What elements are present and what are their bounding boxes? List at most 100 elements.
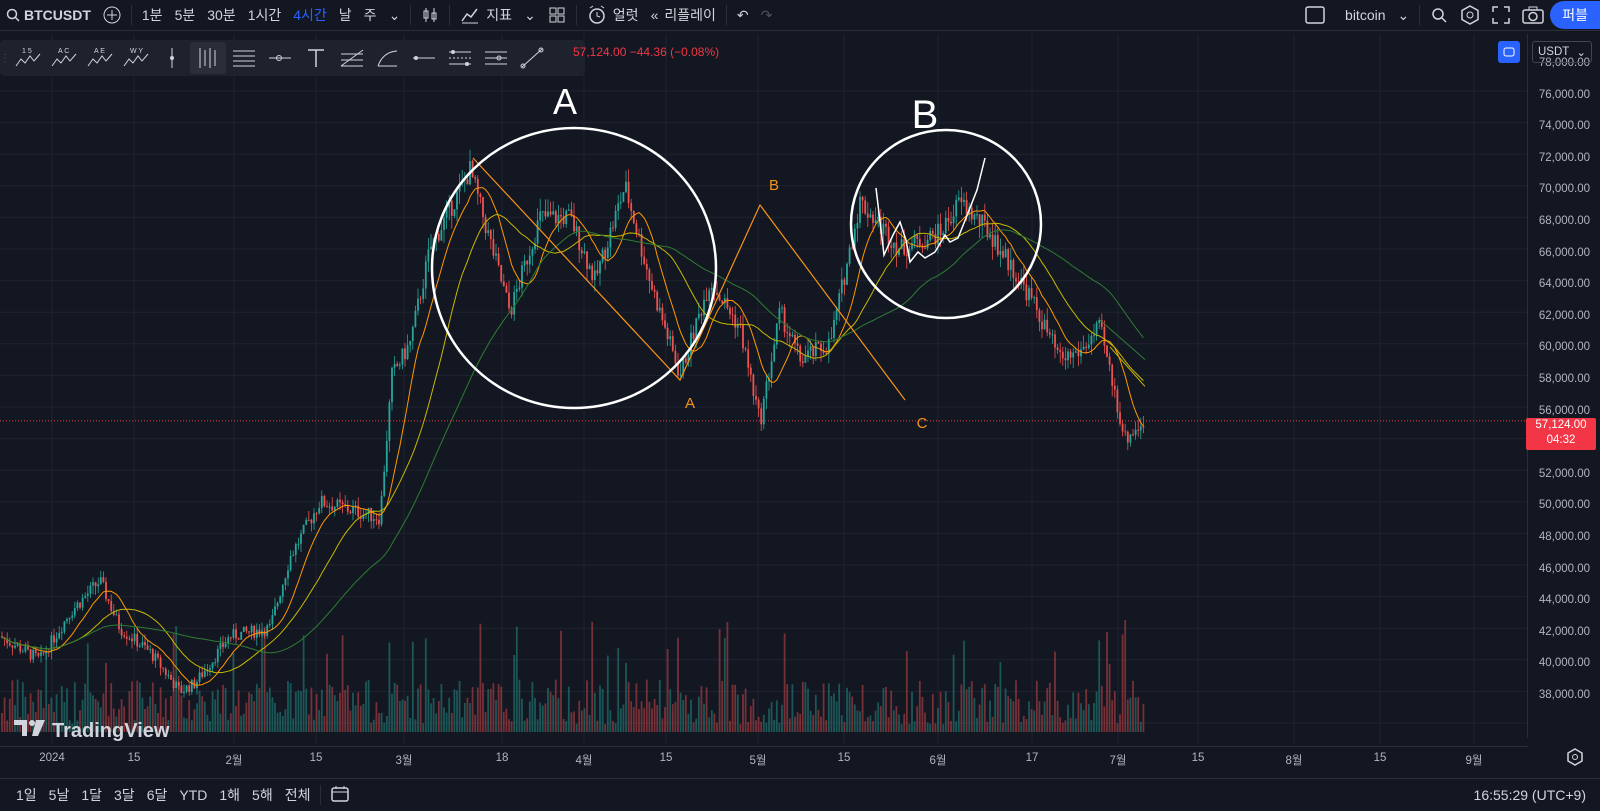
candle-body	[1015, 277, 1017, 282]
horizontal-ray-tool[interactable]	[262, 42, 298, 74]
volume-bar	[263, 626, 266, 732]
time-tick: 7월	[1109, 755, 1127, 767]
volume-bar	[1007, 696, 1010, 732]
volume-bar	[809, 710, 812, 732]
chart-settings-button[interactable]	[1566, 748, 1584, 769]
alert-button[interactable]: 얼럿	[581, 0, 645, 30]
interval-30m[interactable]: 30분	[207, 7, 236, 23]
candle-body	[1077, 351, 1080, 357]
volume-bar	[47, 704, 50, 732]
horizontal-lines-tool[interactable]	[226, 42, 262, 74]
volume-bar	[554, 679, 557, 732]
indicators-button[interactable]: 지표	[454, 0, 518, 30]
volume-bar	[604, 723, 607, 732]
volume-bar	[188, 700, 191, 732]
range-6m[interactable]: 6달	[146, 787, 168, 803]
volume-bar	[1080, 703, 1082, 732]
volume-bar	[851, 696, 854, 732]
price-chart[interactable]: A B C A B	[0, 34, 1528, 744]
wave-1-5-tool[interactable]: 1 5	[10, 42, 46, 74]
volume-bar	[814, 694, 817, 732]
volume-bar	[63, 702, 66, 732]
quick-search-button[interactable]	[1424, 0, 1454, 30]
snapshot-button[interactable]	[1516, 0, 1550, 30]
volume-bar	[107, 715, 110, 732]
interval-5m[interactable]: 5분	[174, 7, 196, 23]
price-tick: 74,000.00	[1538, 120, 1590, 133]
wave-wy-tool[interactable]: W Y	[118, 42, 154, 74]
settings-button[interactable]	[1454, 0, 1486, 30]
replay-button[interactable]: « 리플레이	[645, 0, 722, 30]
wave-abc-tool[interactable]: A C	[46, 42, 82, 74]
interval-week[interactable]: 주	[363, 7, 377, 23]
volume-bar	[289, 683, 292, 732]
trend-line-tool[interactable]	[514, 42, 550, 74]
volume-bar	[796, 712, 799, 732]
range-all[interactable]: 전체	[284, 787, 311, 803]
fib-tool[interactable]	[334, 42, 370, 74]
price-axis[interactable]: 78,000.00 76,000.00 74,000.00 72,000.00 70,0…	[1527, 34, 1600, 738]
range-1d[interactable]: 1일	[16, 787, 37, 803]
range-ytd[interactable]: YTD	[179, 787, 208, 803]
range-1m[interactable]: 1달	[81, 787, 103, 803]
interval-1h[interactable]: 1시간	[247, 7, 282, 23]
volume-bar	[986, 721, 989, 732]
range-tool[interactable]	[442, 42, 478, 74]
fullscreen-button[interactable]	[1486, 0, 1516, 30]
volume-bar	[791, 684, 794, 732]
interval-4h[interactable]: 4시간	[293, 7, 327, 23]
vertical-line-tool[interactable]	[154, 42, 190, 74]
drawings: A B C A B	[430, 81, 1043, 432]
candle-body	[430, 246, 432, 250]
volume-bar	[526, 718, 529, 732]
wave-ae-tool[interactable]: A E	[82, 42, 118, 74]
clock[interactable]: 16:55:29 (UTC+9)	[1473, 787, 1586, 803]
interval-day[interactable]: 날	[338, 7, 352, 23]
range-5d[interactable]: 5날	[48, 787, 70, 803]
drag-handle-icon[interactable]: ⋮	[0, 52, 10, 64]
goto-date-button[interactable]	[325, 785, 357, 806]
publish-button[interactable]: 퍼블	[1550, 1, 1600, 29]
layout-name[interactable]: bitcoin	[1345, 7, 1386, 23]
currency-selector[interactable]: USDT ⌄	[1532, 41, 1592, 63]
text-tool[interactable]	[298, 42, 334, 74]
candle-body	[63, 621, 66, 632]
candle-body	[1124, 431, 1127, 433]
layouts-button[interactable]	[542, 0, 572, 30]
candle-body	[326, 506, 328, 508]
volume-bar	[617, 647, 620, 732]
handwritten-w-pattern	[875, 157, 986, 264]
candle-body	[874, 220, 877, 223]
candle-body	[1074, 351, 1077, 353]
arc-tool[interactable]	[370, 42, 406, 74]
candle-body	[305, 519, 308, 525]
volume-bar	[219, 713, 222, 732]
range-5y[interactable]: 5해	[252, 787, 273, 803]
volume-bar	[734, 684, 737, 732]
sync-button[interactable]	[1498, 41, 1520, 63]
compare-button[interactable]	[97, 0, 127, 30]
range-1y[interactable]: 1해	[219, 787, 241, 803]
parallel-lines-tool[interactable]	[190, 42, 226, 74]
volume-bar	[879, 706, 882, 732]
levels-tool[interactable]	[478, 42, 514, 74]
range-3m[interactable]: 3달	[114, 787, 135, 803]
line-tool[interactable]	[406, 42, 442, 74]
interval-dropdown[interactable]: ⌄	[383, 0, 407, 30]
volume-bar	[908, 723, 911, 732]
chart-type-button[interactable]	[415, 0, 445, 30]
layout-checkbox[interactable]	[1299, 0, 1331, 30]
time-axis[interactable]: 2024 15 2월 15 3월 18 4월 15 5월 15 6월 17 7월 15 8월 15 9월	[0, 746, 1528, 771]
volume-bar	[8, 698, 11, 732]
candle-body	[1087, 344, 1090, 349]
redo-button[interactable]: ↷	[755, 0, 779, 30]
indicators-dropdown[interactable]: ⌄	[518, 0, 542, 30]
layout-dropdown[interactable]: ⌄	[1392, 0, 1416, 30]
volume-bar	[372, 719, 375, 732]
undo-button[interactable]: ↶	[731, 0, 755, 30]
interval-1m[interactable]: 1분	[141, 7, 163, 23]
price-tick: 46,000.00	[1538, 562, 1590, 575]
candle-body	[323, 495, 326, 507]
candle-body	[846, 263, 848, 285]
symbol-search[interactable]: BTCUSDT	[0, 0, 97, 30]
